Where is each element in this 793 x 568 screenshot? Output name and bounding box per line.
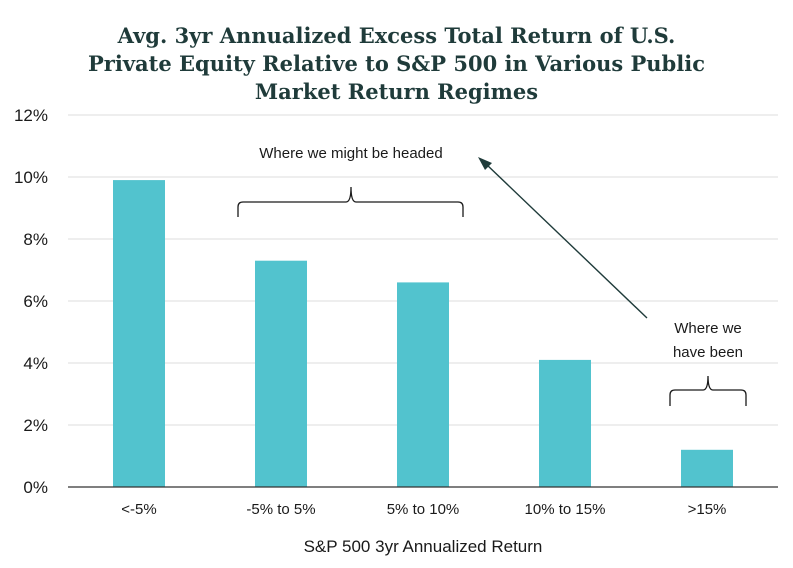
- x-axis-categories: <-5% -5% to 5% 5% to 10% 10% to 15% >15%: [121, 501, 726, 518]
- bar: [397, 282, 449, 487]
- chart-title-line-3: Market Return Regimes: [254, 79, 539, 104]
- x-category-label: -5% to 5%: [246, 501, 315, 518]
- bar: [539, 359, 591, 487]
- y-tick-label: 2%: [23, 416, 48, 435]
- gridlines: [68, 114, 778, 426]
- bars: [113, 180, 733, 487]
- chart-title: Avg. 3yr Annualized Excess Total Return …: [0, 22, 793, 106]
- y-tick-label: 8%: [23, 230, 48, 249]
- x-axis-label: S&P 500 3yr Annualized Return: [304, 537, 543, 556]
- brace-been: [669, 375, 747, 406]
- bar: [681, 449, 733, 487]
- chart-title-line-2: Private Equity Relative to S&P 500 in Va…: [88, 51, 705, 76]
- trend-arrow-head: [478, 157, 492, 170]
- chart-title-line-1: Avg. 3yr Annualized Excess Total Return …: [117, 23, 676, 48]
- x-category-label: 10% to 15%: [525, 501, 606, 518]
- y-axis-ticks: 0% 2% 4% 6% 8% 10% 12%: [14, 106, 48, 497]
- x-category-label: <-5%: [121, 501, 156, 518]
- bar: [255, 260, 307, 487]
- annotation-been-line-1: Where we: [674, 320, 742, 337]
- y-tick-label: 6%: [23, 292, 48, 311]
- x-category-label: 5% to 10%: [387, 501, 460, 518]
- x-category-label: >15%: [688, 501, 727, 518]
- annotation-been-line-2: have been: [673, 344, 743, 361]
- y-tick-label: 10%: [14, 168, 48, 187]
- y-tick-label: 4%: [23, 354, 48, 373]
- y-tick-label: 12%: [14, 106, 48, 125]
- bar: [113, 180, 165, 487]
- annotation-headed: Where we might be headed: [259, 145, 442, 162]
- y-tick-label: 0%: [23, 478, 48, 497]
- trend-arrow-line: [485, 163, 648, 319]
- brace-headed: [237, 186, 464, 217]
